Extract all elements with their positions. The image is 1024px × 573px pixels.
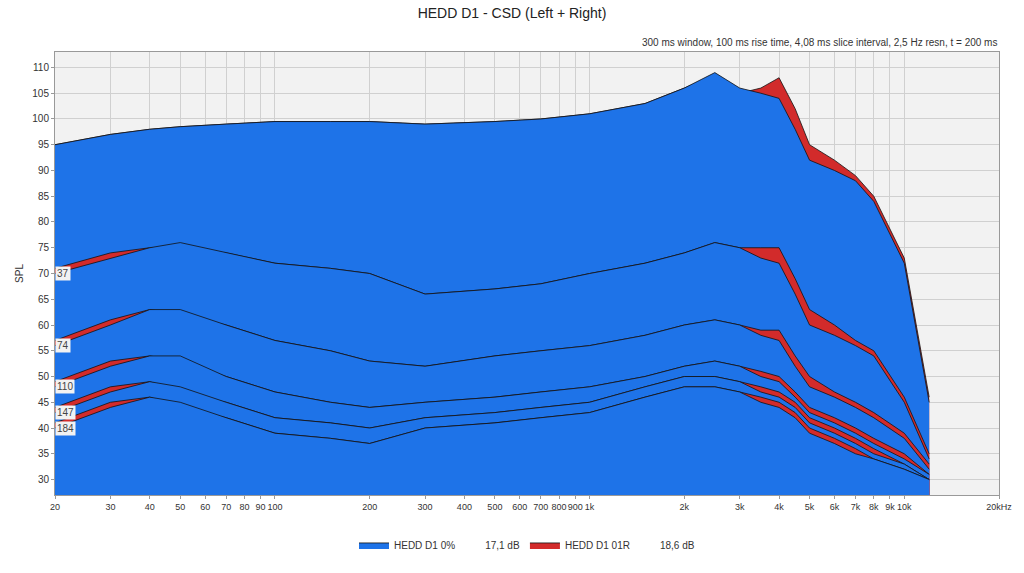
svg-text:50: 50	[175, 502, 185, 512]
svg-text:600: 600	[512, 502, 527, 512]
svg-text:70: 70	[221, 502, 231, 512]
svg-text:40: 40	[145, 502, 155, 512]
svg-text:HEDD D1 01R 18,6 dB: HEDD D1 01R 18,6 dB	[565, 540, 695, 551]
svg-text:60: 60	[200, 502, 210, 512]
svg-text:147: 147	[57, 407, 74, 418]
svg-text:2k: 2k	[680, 502, 690, 512]
svg-text:300: 300	[418, 502, 433, 512]
svg-text:35: 35	[38, 448, 50, 459]
svg-text:74: 74	[57, 340, 69, 351]
svg-text:50: 50	[38, 371, 50, 382]
svg-text:900: 900	[568, 502, 583, 512]
svg-text:20kHz: 20kHz	[986, 502, 1012, 512]
svg-text:105: 105	[32, 88, 49, 99]
svg-text:110: 110	[57, 381, 73, 392]
svg-text:100: 100	[267, 502, 282, 512]
svg-text:80: 80	[239, 502, 249, 512]
svg-text:45: 45	[38, 397, 50, 408]
svg-text:40: 40	[38, 423, 50, 434]
svg-text:90: 90	[38, 165, 50, 176]
svg-text:30: 30	[105, 502, 115, 512]
svg-text:75: 75	[38, 242, 50, 253]
svg-text:110: 110	[33, 62, 49, 73]
svg-text:9k: 9k	[885, 502, 895, 512]
svg-text:SPL: SPL	[14, 264, 25, 283]
svg-text:55: 55	[38, 345, 50, 356]
svg-text:90: 90	[256, 502, 266, 512]
svg-text:7k: 7k	[851, 502, 861, 512]
svg-text:800: 800	[552, 502, 567, 512]
svg-text:100: 100	[32, 113, 49, 124]
svg-text:400: 400	[457, 502, 472, 512]
svg-text:500: 500	[487, 502, 502, 512]
svg-text:300 ms window, 100 ms rise tim: 300 ms window, 100 ms rise time, 4,08 ms…	[642, 37, 997, 48]
svg-text:70: 70	[38, 268, 50, 279]
svg-text:4k: 4k	[774, 502, 784, 512]
svg-text:3k: 3k	[735, 502, 745, 512]
svg-text:5k: 5k	[805, 502, 815, 512]
svg-text:80: 80	[38, 216, 50, 227]
svg-text:184: 184	[57, 423, 74, 434]
svg-text:85: 85	[38, 191, 50, 202]
svg-text:20: 20	[50, 502, 60, 512]
svg-text:37: 37	[57, 268, 69, 279]
svg-text:HEDD D1 - CSD (Left + Right): HEDD D1 - CSD (Left + Right)	[418, 5, 607, 21]
svg-text:60: 60	[38, 320, 50, 331]
svg-text:30: 30	[38, 474, 50, 485]
svg-text:95: 95	[38, 139, 50, 150]
svg-text:200: 200	[362, 502, 377, 512]
svg-text:8k: 8k	[869, 502, 879, 512]
svg-text:6k: 6k	[830, 502, 840, 512]
svg-text:700: 700	[533, 502, 548, 512]
svg-text:HEDD D1 0% 17,1 dB: HEDD D1 0% 17,1 dB	[394, 540, 520, 551]
svg-text:65: 65	[38, 294, 50, 305]
svg-text:10k: 10k	[897, 502, 912, 512]
svg-text:1k: 1k	[585, 502, 595, 512]
